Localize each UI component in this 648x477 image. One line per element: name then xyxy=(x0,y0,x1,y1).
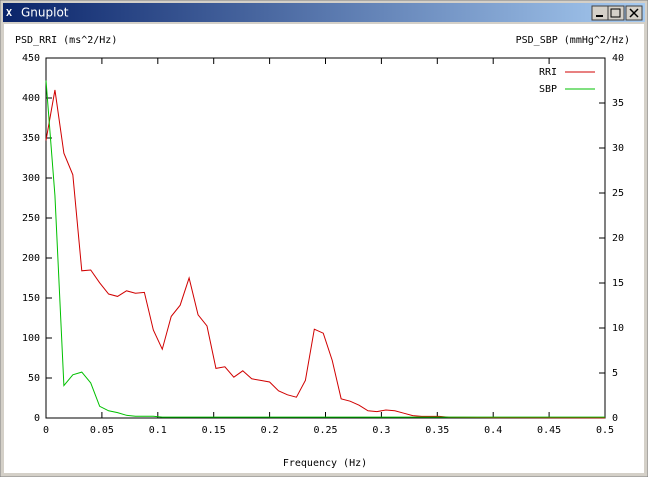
y2-tick-label: 40 xyxy=(612,53,624,64)
y2-axis-label: PSD_SBP (mmHg^2/Hz) xyxy=(516,35,630,46)
y2-tick-label: 20 xyxy=(612,233,624,244)
y2-tick-label: 5 xyxy=(612,368,618,379)
y-tick-label: 400 xyxy=(22,93,40,104)
x-tick-label: 0.25 xyxy=(313,425,337,436)
x-tick-label: 0.2 xyxy=(261,425,279,436)
plot-background xyxy=(4,24,644,473)
x-tick-label: 0.45 xyxy=(537,425,561,436)
y-tick-label: 450 xyxy=(22,53,40,64)
y2-tick-label: 25 xyxy=(612,188,624,199)
plot-area: PSD_RRI (ms^2/Hz) PSD_SBP (mmHg^2/Hz) Fr… xyxy=(4,24,644,473)
legend-label: SBP xyxy=(539,84,557,95)
y2-tick-label: 30 xyxy=(612,143,624,154)
y-tick-label: 200 xyxy=(22,253,40,264)
y2-tick-label: 15 xyxy=(612,278,624,289)
window-icon: X xyxy=(6,8,12,19)
y-axis-label: PSD_RRI (ms^2/Hz) xyxy=(15,35,117,46)
x-tick-label: 0.1 xyxy=(149,425,167,436)
x-tick-label: 0.4 xyxy=(484,425,502,436)
x-tick-label: 0.5 xyxy=(596,425,614,436)
minimize-button[interactable] xyxy=(591,5,609,21)
series-line xyxy=(45,89,606,419)
x-axis-label: Frequency (Hz) xyxy=(283,458,367,469)
x-tick-label: 0.15 xyxy=(202,425,226,436)
y-tick-label: 250 xyxy=(22,213,40,224)
maximize-button[interactable] xyxy=(607,5,625,21)
y-tick-label: 50 xyxy=(28,373,40,384)
close-icon xyxy=(629,8,639,18)
x-tick-label: 0.3 xyxy=(372,425,390,436)
y-tick-label: 0 xyxy=(34,413,40,424)
x-tick-label: 0 xyxy=(43,425,49,436)
legend-label: RRI xyxy=(539,67,557,78)
y-tick-label: 100 xyxy=(22,333,40,344)
title-bar xyxy=(3,3,645,22)
maximize-icon xyxy=(610,8,621,18)
y-tick-label: 350 xyxy=(22,133,40,144)
y2-tick-label: 0 xyxy=(612,413,618,424)
series-line xyxy=(45,80,605,418)
window-buttons[interactable] xyxy=(591,5,643,21)
y2-tick-label: 35 xyxy=(612,98,624,109)
window-title: Gnuplot xyxy=(21,6,69,20)
y2-tick-label: 10 xyxy=(612,323,624,334)
y-tick-label: 300 xyxy=(22,173,40,184)
y-tick-label: 150 xyxy=(22,293,40,304)
x-tick-label: 0.35 xyxy=(425,425,449,436)
x-tick-label: 0.05 xyxy=(90,425,114,436)
